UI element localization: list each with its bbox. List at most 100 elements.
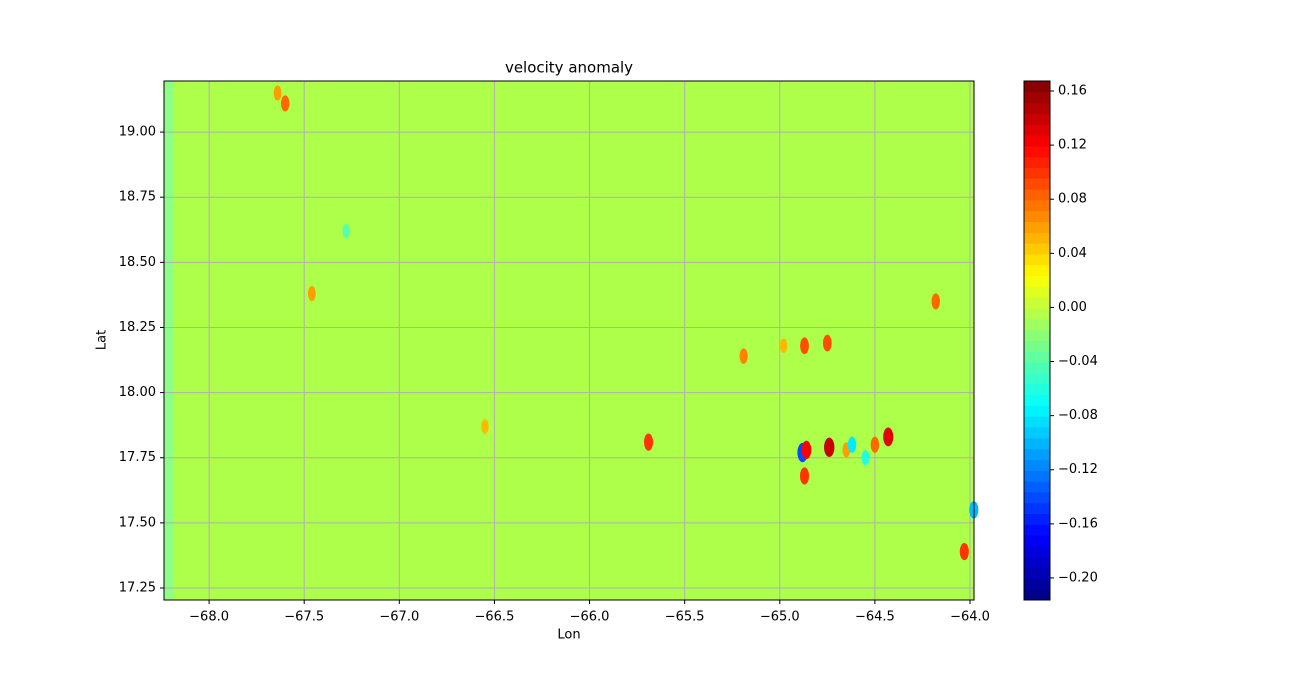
colorbar-band <box>1024 81 1050 93</box>
colorbar-band <box>1024 448 1050 460</box>
colorbar-band <box>1024 135 1050 147</box>
chart-title: velocity anomaly <box>505 59 633 77</box>
colorbar-band <box>1024 156 1050 168</box>
colorbar-band <box>1024 243 1050 255</box>
x-axis-label: Lon <box>557 628 580 643</box>
y-tick-label: 19.00 <box>119 125 156 140</box>
anomaly-spot <box>959 542 969 561</box>
colorbar-band <box>1024 567 1050 579</box>
x-tick-label: −66.0 <box>570 610 610 625</box>
anomaly-spot <box>643 433 654 451</box>
colorbar-band <box>1024 372 1050 385</box>
colorbar-band <box>1024 545 1050 558</box>
colorbar-band <box>1024 167 1050 179</box>
colorbar-frame <box>1023 80 1051 601</box>
colorbar-band <box>1024 102 1050 114</box>
colorbar-band <box>1024 394 1050 406</box>
anomaly-spot <box>280 95 290 112</box>
colorbar-tick-label: 0.04 <box>1058 246 1087 261</box>
colorbar-band <box>1024 470 1050 482</box>
anomaly-spot <box>481 419 489 434</box>
colorbar-band <box>1024 145 1050 158</box>
colorbar-band <box>1024 535 1050 547</box>
anomaly-spot <box>883 427 894 447</box>
anomaly-spot <box>307 286 316 302</box>
y-tick-label: 18.25 <box>119 320 156 335</box>
colorbar-band <box>1024 427 1050 439</box>
colorbar-band <box>1024 437 1050 450</box>
colorbar-band <box>1024 91 1050 104</box>
anomaly-spot <box>342 224 350 239</box>
colorbar-band <box>1024 210 1050 223</box>
colorbar-tick-label: −0.12 <box>1058 462 1098 477</box>
colorbar-band <box>1024 124 1050 136</box>
colorbar-band <box>1024 297 1050 309</box>
colorbar-band <box>1024 351 1050 363</box>
edge-strip <box>164 81 174 600</box>
x-tick-label: −64.0 <box>950 610 990 625</box>
colorbar-band <box>1024 383 1050 396</box>
anomaly-spot <box>800 337 809 355</box>
colorbar-tick-label: −0.04 <box>1058 354 1098 369</box>
colorbar-band <box>1024 318 1050 331</box>
colorbar-band <box>1024 362 1050 374</box>
colorbar-band <box>1024 459 1050 471</box>
colorbar-band <box>1024 308 1050 320</box>
colorbar-tick-label: −0.08 <box>1058 408 1098 423</box>
colorbar-band <box>1024 502 1050 514</box>
colorbar-tick-label: 0.16 <box>1058 84 1087 99</box>
colorbar-tick-label: 0.12 <box>1058 138 1087 153</box>
colorbar-band <box>1024 481 1050 493</box>
colorbar-band <box>1024 264 1050 277</box>
colorbar-band <box>1024 221 1050 233</box>
colorbar-band <box>1024 189 1050 201</box>
anomaly-spot <box>822 334 832 352</box>
anomaly-spot <box>273 85 282 101</box>
plot-frame <box>163 80 975 601</box>
x-tick-label: −66.5 <box>475 610 515 625</box>
colorbar-tick-label: −0.20 <box>1058 570 1098 585</box>
colorbar-tick-label: −0.16 <box>1058 516 1098 531</box>
y-axis-label: Lat <box>95 330 110 350</box>
anomaly-spot <box>931 293 941 310</box>
colorbar-band <box>1024 286 1050 298</box>
colorbar-band <box>1024 524 1050 536</box>
colorbar-band <box>1024 329 1050 341</box>
anomaly-spot <box>799 467 810 485</box>
anomaly-spot <box>847 436 857 453</box>
x-tick-label: −67.0 <box>379 610 419 625</box>
colorbar-band <box>1024 416 1050 428</box>
colorbar-band <box>1024 199 1050 212</box>
x-tick-label: −65.5 <box>665 610 705 625</box>
colorbar-band <box>1024 405 1050 417</box>
colorbar-tick-label: 0.00 <box>1058 300 1087 315</box>
colorbar-band <box>1024 513 1050 525</box>
colorbar-band <box>1024 254 1050 266</box>
colorbar-band <box>1024 113 1050 125</box>
y-tick-label: 17.50 <box>119 515 156 530</box>
anomaly-spot <box>870 436 880 453</box>
y-tick-label: 18.50 <box>119 255 156 270</box>
y-tick-label: 18.75 <box>119 190 156 205</box>
anomaly-spot <box>861 450 870 466</box>
anomaly-spot <box>801 440 812 460</box>
colorbar-band <box>1024 578 1050 590</box>
colorbar-band <box>1024 491 1050 504</box>
y-tick-label: 18.00 <box>119 385 156 400</box>
y-tick-label: 17.75 <box>119 450 156 465</box>
colorbar-band <box>1024 232 1050 244</box>
anomaly-spot <box>824 437 835 457</box>
colorbar-band <box>1024 178 1050 190</box>
colorbar-band <box>1024 340 1050 352</box>
colorbar-tick-label: 0.08 <box>1058 192 1087 207</box>
y-tick-label: 17.25 <box>119 581 156 596</box>
colorbar-band <box>1024 556 1050 569</box>
x-tick-label: −67.5 <box>284 610 324 625</box>
x-tick-label: −65.0 <box>760 610 800 625</box>
colorbar-band <box>1024 589 1050 601</box>
colorbar-band <box>1024 275 1050 287</box>
x-tick-label: −68.0 <box>189 610 229 625</box>
plot-background <box>164 81 974 600</box>
anomaly-spot <box>739 348 748 364</box>
